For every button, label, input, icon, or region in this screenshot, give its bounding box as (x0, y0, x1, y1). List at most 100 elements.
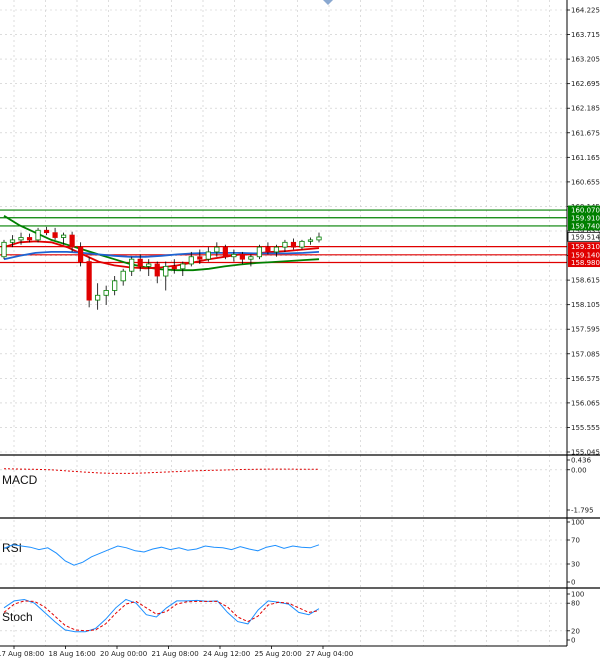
time-tick-label: 25 Aug 20:00 (255, 650, 302, 658)
candle-body (231, 253, 237, 258)
price-axis: 164.225 163.715 163.205 162.695 162.185 161.6… (567, 7, 600, 457)
price-tick-label: 156.065 (571, 399, 600, 407)
level-price-tag (568, 213, 600, 223)
rsi-tick-label: 0 (571, 579, 575, 587)
candle-body (188, 256, 194, 265)
price-tick-label: 155.555 (571, 424, 600, 432)
level-price-tag (568, 250, 600, 260)
level-price-label: 159.740 (571, 222, 600, 230)
macd-tick-label: 0.00 (571, 466, 587, 474)
price-tick-label: 161.165 (571, 154, 600, 162)
chart-frame (0, 0, 600, 647)
current-price-label: 159.514 (571, 233, 600, 241)
price-tick-label: 155.045 (571, 449, 600, 457)
candle-body (146, 263, 152, 267)
stoch-tick-label: 0 (571, 637, 575, 645)
price-tick-label: 162.185 (571, 105, 600, 113)
macd-label: MACD (2, 473, 38, 487)
candle-body (26, 237, 33, 241)
price-tick-label: 160.655 (571, 178, 600, 186)
macd-tick-label: -1.795 (571, 507, 594, 515)
price-panel (0, 209, 567, 310)
price-tick-label: 162.695 (571, 80, 600, 88)
candle-body (316, 236, 322, 241)
candle-body (60, 234, 67, 238)
price-tick-label: 159.635 (571, 228, 600, 236)
candle-body (120, 270, 126, 282)
candle-body (180, 263, 186, 270)
candle-body (265, 246, 271, 253)
stoch-tick-label: 80 (571, 600, 580, 608)
stoch-series-line (3, 598, 320, 633)
rsi-tick-label: 30 (571, 561, 580, 569)
level-price-label: 158.980 (571, 259, 600, 267)
level-price-tag (568, 205, 600, 215)
current-price-tag (567, 231, 600, 242)
candle-body (171, 265, 177, 270)
moving-average-line (3, 240, 320, 270)
stoch-label: Stoch (2, 610, 33, 624)
candle-body (43, 229, 50, 234)
candle-body (1, 241, 7, 258)
candle-body (282, 241, 288, 248)
rsi-tick-label: 70 (571, 537, 580, 545)
level-price-label: 160.070 (571, 207, 600, 215)
price-tick-label: 158.105 (571, 301, 600, 309)
stoch-series-line (3, 600, 320, 632)
rsi-panel: RSI 100 70 30 0 (0, 519, 584, 587)
rsi-label: RSI (2, 541, 22, 555)
price-tick-label: 156.575 (571, 375, 600, 383)
macd-series-line (3, 468, 319, 474)
moving-average-line (3, 250, 320, 261)
time-tick-label: 27 Aug 04:00 (306, 650, 353, 658)
rsi-series-line (3, 544, 320, 566)
price-tick-label: 158.615 (571, 277, 600, 285)
candle-body (69, 234, 75, 248)
price-tick-label: 163.715 (571, 31, 600, 39)
level-price-tag (568, 242, 600, 252)
candle-body (256, 246, 263, 258)
time-tick-label: 17 Aug 08:00 (0, 650, 44, 658)
candle-body (299, 240, 305, 248)
candle-body (163, 265, 169, 277)
stoch-tick-label: 20 (571, 627, 580, 635)
stoch-tick-label: 100 (571, 591, 584, 599)
macd-tick-label: 0.436 (571, 457, 592, 465)
candle-body (307, 239, 314, 242)
time-tick-label: 18 Aug 16:00 (49, 650, 96, 658)
candle-body (248, 256, 254, 260)
candle-body (9, 239, 16, 243)
level-price-label: 159.140 (571, 251, 600, 259)
candle-body (52, 232, 58, 238)
price-tick-label: 161.675 (571, 129, 600, 137)
candle-body (78, 246, 84, 262)
candle-body (239, 253, 245, 260)
candle-body (112, 280, 118, 291)
price-tick-label: 163.205 (571, 56, 600, 64)
candle-body (86, 261, 92, 301)
candle-body (103, 290, 109, 296)
time-tick-label: 20 Aug 00:00 (100, 650, 147, 658)
level-price-label: 159.910 (571, 214, 600, 222)
candle-body (214, 246, 220, 253)
rsi-tick-label: 100 (571, 519, 584, 527)
time-tick-label: 21 Aug 08:00 (152, 650, 199, 658)
price-tick-label: 157.085 (571, 350, 600, 358)
candle-body (129, 258, 135, 272)
candle-body (290, 241, 297, 248)
time-tick-label: 24 Aug 12:00 (203, 650, 250, 658)
moving-average-line (3, 215, 320, 272)
price-tick-label: 164.225 (571, 7, 600, 15)
candle-body (222, 246, 228, 258)
candle-body (154, 263, 160, 277)
candle-body (95, 294, 101, 301)
candle-body (18, 237, 24, 241)
price-tick-label: 157.595 (571, 326, 600, 334)
candle-body (197, 256, 203, 260)
shift-marker-icon[interactable] (323, 0, 333, 5)
level-price-label: 159.310 (571, 243, 600, 251)
candle-body (137, 258, 143, 267)
level-price-tag (568, 258, 600, 268)
